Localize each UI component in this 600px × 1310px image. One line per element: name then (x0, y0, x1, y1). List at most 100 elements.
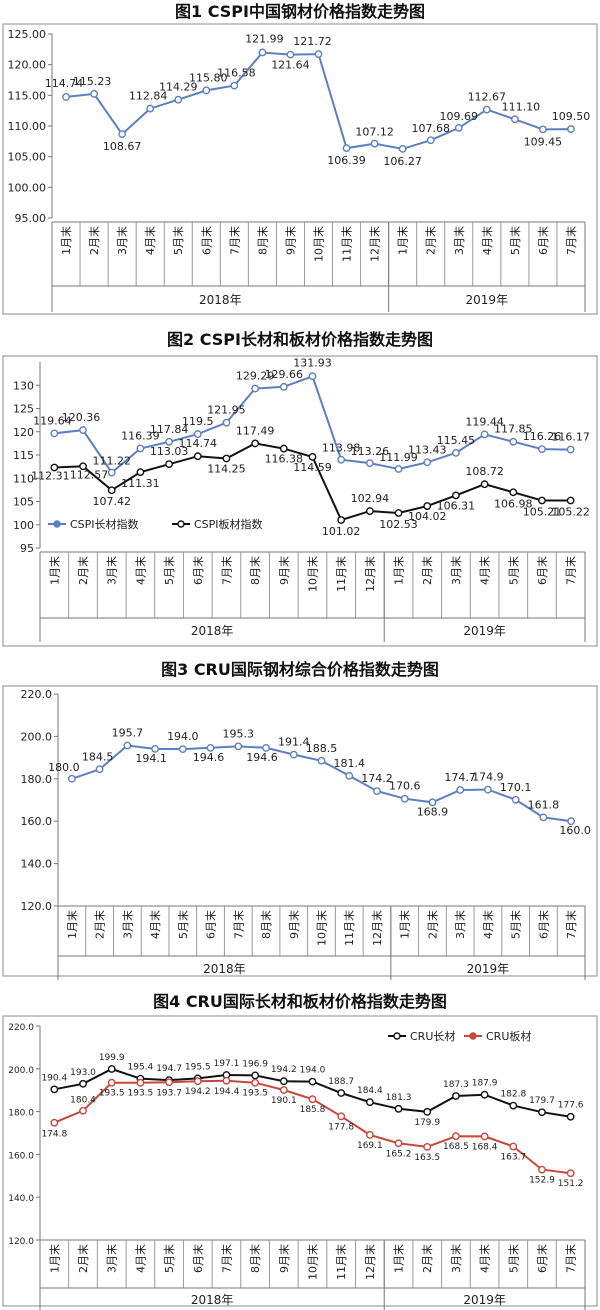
data-label: 116.38 (265, 453, 304, 466)
x-tick-label: 9月末 (287, 910, 301, 939)
data-label: 194.0 (300, 1066, 326, 1076)
data-point (193, 452, 202, 461)
data-point (178, 745, 187, 754)
x-tick-label: 8月末 (248, 556, 262, 585)
data-point (394, 1104, 403, 1113)
data-label: 160.0 (559, 824, 591, 837)
data-label: 112.31 (31, 470, 70, 483)
x-tick-label: 4月末 (481, 910, 495, 939)
data-point (90, 90, 98, 98)
chart-2-block: 图2 CSPI长材和板材价格指数走势图 95 100 105 110 115 120 125… (0, 330, 600, 650)
x-tick-label: 7月末 (219, 556, 233, 585)
data-point (423, 502, 432, 510)
data-point (279, 1086, 288, 1094)
data-point (428, 798, 437, 807)
chart-frame (2, 23, 598, 315)
data-point (136, 444, 145, 453)
data-label: 105.21 (523, 506, 562, 519)
data-label: 170.1 (500, 781, 532, 794)
data-point (538, 445, 546, 454)
data-point (79, 462, 87, 471)
data-point (567, 817, 576, 826)
data-point (394, 509, 403, 517)
x-tick-label: 6月末 (199, 226, 213, 255)
x-tick-label: 4月末 (480, 226, 494, 255)
chart-4-block: 图4 CRU国际长材和板材价格指数走势图 120.0 140.0 160.0 180.… (0, 992, 600, 1310)
y-tick-label: 220.0 (8, 1023, 34, 1033)
data-label: 195.3 (223, 727, 255, 740)
x-tick-label: 6月末 (536, 910, 550, 939)
y-tick-label: 120.0 (8, 1237, 34, 1247)
data-point (286, 50, 295, 59)
x-tick-label: 7月末 (564, 226, 578, 255)
y-tick-label: 105 (13, 496, 34, 509)
data-point (251, 384, 260, 393)
data-label: 168.4 (472, 1142, 498, 1152)
data-point (107, 1065, 116, 1073)
legend-marker (393, 1032, 401, 1040)
data-label: 182.8 (500, 1090, 526, 1100)
data-label: 181.3 (386, 1093, 412, 1103)
chart-2-title: 图2 CSPI长材和板材价格指数走势图 (167, 330, 433, 349)
x-tick-label: 3月末 (449, 556, 463, 585)
data-label: 113.26 (351, 445, 390, 458)
legend-marker (53, 520, 61, 528)
data-label: 117.49 (236, 424, 275, 437)
data-label: 116.26 (523, 430, 562, 443)
data-label: 195.5 (185, 1062, 211, 1072)
data-label: 174.7 (444, 771, 476, 784)
chart-3-block: 图3 CRU国际钢材综合价格指数走势图 120.0 140.0 160.0 180.0… (0, 660, 600, 980)
data-label: 168.5 (443, 1142, 469, 1152)
data-label: 194.1 (135, 752, 167, 765)
y-tick-label: 95 (20, 542, 34, 555)
data-point (566, 1169, 575, 1178)
data-point (509, 488, 518, 497)
data-label: 111.31 (121, 477, 160, 490)
data-point (400, 794, 409, 803)
data-point (482, 105, 491, 114)
data-point (222, 1076, 231, 1085)
legend-marker (469, 1032, 477, 1040)
data-point (95, 765, 104, 774)
data-label: 121.99 (245, 32, 284, 45)
data-point (107, 1078, 116, 1087)
x-tick-label: 5月末 (171, 226, 185, 255)
data-point (365, 1098, 374, 1107)
x-tick-label: 8月末 (248, 1244, 262, 1273)
x-tick-label: 12月末 (363, 1244, 377, 1280)
data-point (146, 104, 155, 113)
x-group-label: 2018年 (203, 962, 246, 976)
x-tick-label: 7月末 (564, 910, 578, 939)
data-label: 115.45 (437, 434, 476, 447)
x-tick-label: 4月末 (143, 226, 157, 255)
data-label: 109.45 (524, 135, 563, 148)
x-tick-label: 3月末 (449, 1244, 463, 1273)
data-label: 194.0 (167, 730, 199, 743)
data-point (373, 787, 381, 795)
data-label: 116.58 (217, 67, 256, 80)
x-tick-label: 6月末 (191, 1244, 205, 1273)
x-tick-label: 10月末 (315, 910, 329, 946)
data-point (509, 1142, 518, 1151)
data-label: 174.8 (41, 1130, 67, 1140)
chart-3-plot: 120.0 140.0 160.0 180.0 200.0 220.0 2018年 2019年… (2, 685, 598, 980)
x-group-label: 2019年 (463, 1293, 506, 1307)
y-tick-label: 140.0 (21, 858, 53, 871)
data-point (509, 437, 518, 446)
x-tick-label: 5月末 (162, 1244, 176, 1273)
x-tick-label: 10月末 (306, 556, 320, 592)
data-label: 120.36 (62, 411, 101, 424)
data-point (342, 144, 351, 153)
data-label: 112.84 (129, 90, 168, 103)
x-tick-label: 8月末 (255, 226, 269, 255)
data-point (151, 745, 159, 753)
data-point (452, 491, 460, 500)
x-tick-label: 5月末 (508, 226, 522, 255)
y-tick-label: 115 (13, 449, 34, 462)
data-point (206, 743, 215, 752)
data-point (510, 115, 519, 124)
data-label: 180.0 (48, 761, 80, 774)
x-tick-label: 1月末 (47, 556, 61, 585)
data-label: 152.9 (529, 1176, 555, 1186)
y-tick-label: 120.00 (8, 59, 47, 72)
